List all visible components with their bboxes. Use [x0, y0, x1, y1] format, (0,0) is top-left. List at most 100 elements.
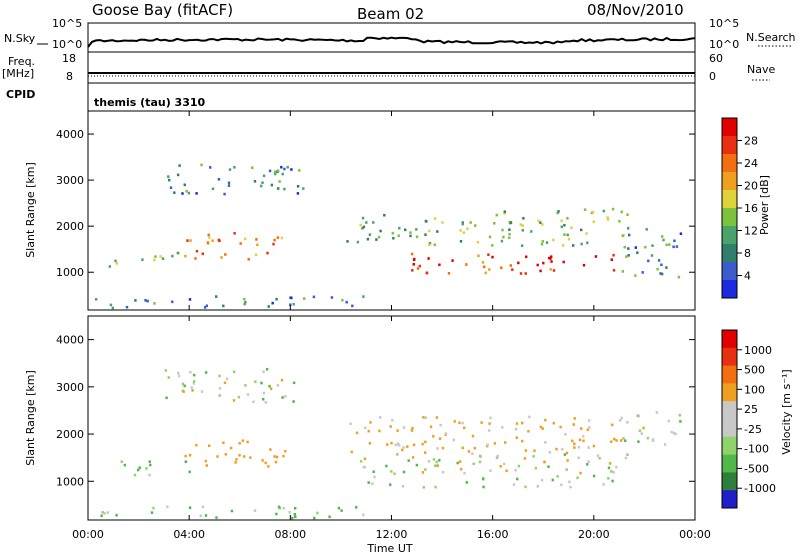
power-cell: [372, 221, 375, 224]
velocity-cell: [249, 456, 252, 459]
power-cell: [383, 213, 386, 217]
colorbar-tick-label: 4: [744, 270, 751, 283]
power-cell: [277, 169, 280, 172]
power-cell: [525, 255, 528, 259]
power-cell: [550, 260, 553, 263]
velocity-cell: [190, 386, 193, 389]
colorbar-tick-label: -100: [744, 443, 769, 456]
velocity-cell: [667, 419, 670, 423]
velocity-cell: [611, 423, 614, 427]
velocity-cell: [573, 417, 576, 420]
power-cell: [412, 258, 416, 261]
velocity-cell: [189, 370, 192, 374]
date-title: 08/Nov/2010: [587, 1, 684, 19]
power-cell: [203, 306, 207, 309]
velocity-cell: [512, 483, 516, 486]
colorbar-tick-label: 1000: [744, 344, 772, 357]
velocity-cell: [398, 444, 401, 447]
velocity-cell: [524, 449, 528, 452]
velocity-cell: [463, 471, 466, 475]
power-colorbar: 4 8 12 16 20 24 28: [721, 117, 758, 299]
velocity-cell: [441, 446, 445, 450]
velocity-cell: [101, 511, 104, 514]
power-cell: [266, 251, 269, 255]
velocity-cell: [188, 453, 192, 457]
power-cell: [296, 185, 300, 188]
power-cell: [425, 271, 428, 275]
velocity-cell: [397, 442, 400, 446]
power-cell: [161, 257, 165, 260]
colorbar-tick-label: 24: [744, 157, 758, 170]
power-cell: [207, 233, 210, 237]
power-cell: [557, 210, 560, 213]
power-cell: [173, 191, 176, 194]
velocity-cell: [204, 514, 208, 517]
velocity-cell: [573, 442, 576, 446]
velocity-cell: [269, 448, 272, 451]
power-cell: [146, 299, 149, 303]
power-cell: [361, 227, 364, 230]
velocity-cell: [672, 431, 676, 435]
power-cell: [592, 220, 595, 224]
power-cell: [277, 187, 280, 190]
velocity-cell: [515, 422, 519, 425]
velocity-cell: [262, 370, 265, 373]
power-cell: [278, 180, 281, 183]
x-tick-label: 20:00: [578, 528, 610, 541]
velocity-cell: [369, 421, 372, 424]
velocity-cell: [539, 425, 543, 429]
velocity-cell: [222, 441, 225, 445]
power-cell: [606, 218, 610, 221]
power-cell: [211, 239, 214, 242]
velocity-cell: [192, 380, 196, 383]
velocity-cell: [501, 426, 504, 429]
velocity-cell: [276, 384, 280, 387]
power-cell: [409, 234, 412, 238]
power-cell: [484, 271, 487, 275]
power-cell: [271, 301, 274, 305]
power-cell: [562, 260, 565, 264]
velocity-cell: [262, 397, 265, 401]
power-cell: [563, 223, 566, 227]
power-cell: [570, 226, 573, 229]
power-cell: [621, 270, 624, 273]
power-cell: [273, 238, 276, 242]
velocity-cell: [200, 390, 204, 393]
power-cell: [519, 223, 522, 226]
power-cell: [176, 251, 179, 255]
power-marks: [95, 163, 683, 310]
velocity-cell: [294, 507, 297, 510]
colorbar-swatch: [722, 190, 737, 209]
velocity-cell: [503, 462, 506, 466]
velocity-cell: [191, 389, 194, 392]
velocity-cell: [406, 445, 409, 448]
power-cell: [171, 300, 174, 304]
velocity-cell: [467, 450, 471, 453]
power-cell: [586, 241, 589, 245]
velocity-cell: [573, 446, 576, 449]
velocity-cell: [514, 427, 518, 431]
power-cell: [441, 221, 444, 224]
velocity-cell: [275, 512, 278, 516]
velocity-cell: [166, 505, 169, 509]
velocity-cell: [424, 451, 427, 454]
power-cell: [243, 302, 246, 306]
power-cell: [205, 304, 208, 308]
velocity-cell: [533, 449, 536, 452]
power-cell: [239, 242, 242, 245]
power-cell: [612, 253, 615, 257]
power-cell: [606, 216, 609, 219]
power-cell: [668, 243, 671, 246]
power-cell: [583, 208, 587, 211]
freq-tick-bottom: 8: [66, 70, 73, 83]
power-cell: [365, 221, 368, 224]
velocity-cell: [223, 381, 227, 385]
velocity-cell: [204, 459, 207, 463]
velocity-cell: [411, 426, 414, 430]
velocity-cell: [592, 474, 596, 478]
velocity-cell: [282, 506, 285, 510]
velocity-cell: [559, 425, 562, 429]
velocity-cell: [385, 464, 388, 468]
velocity-cell: [115, 513, 118, 517]
velocity-cell: [177, 374, 181, 378]
